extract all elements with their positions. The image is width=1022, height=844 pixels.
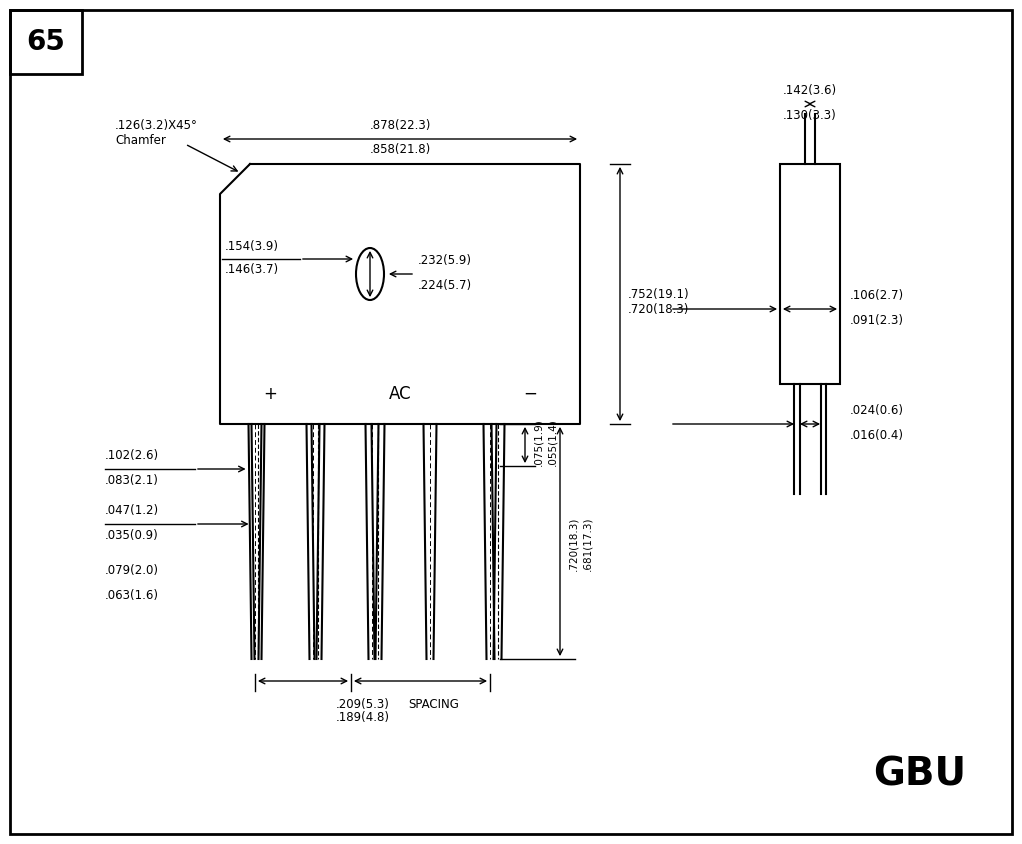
Text: SPACING: SPACING <box>408 698 459 711</box>
Text: .720(18.3): .720(18.3) <box>628 302 690 316</box>
Ellipse shape <box>356 248 384 300</box>
Text: .047(1.2): .047(1.2) <box>105 504 159 517</box>
Text: .209(5.3): .209(5.3) <box>336 698 390 711</box>
Text: .091(2.3): .091(2.3) <box>850 314 904 327</box>
Text: .083(2.1): .083(2.1) <box>105 474 158 487</box>
Text: .232(5.9): .232(5.9) <box>418 254 472 267</box>
Text: .126(3.2)X45°
Chamfer: .126(3.2)X45° Chamfer <box>115 119 198 147</box>
Text: .035(0.9): .035(0.9) <box>105 529 158 542</box>
Text: .075(1.9): .075(1.9) <box>533 418 543 466</box>
Text: .016(0.4): .016(0.4) <box>850 429 904 442</box>
Text: .154(3.9): .154(3.9) <box>225 240 279 253</box>
Text: −: − <box>523 385 537 403</box>
Text: .752(19.1): .752(19.1) <box>628 288 690 300</box>
Text: AC: AC <box>388 385 411 403</box>
Bar <box>780 164 840 384</box>
Text: GBU: GBU <box>874 755 967 793</box>
Text: .224(5.7): .224(5.7) <box>418 279 472 292</box>
Text: .189(4.8): .189(4.8) <box>336 711 390 724</box>
Text: .142(3.6): .142(3.6) <box>783 84 837 97</box>
Text: .858(21.8): .858(21.8) <box>369 143 430 156</box>
Text: .063(1.6): .063(1.6) <box>105 589 159 602</box>
Text: .079(2.0): .079(2.0) <box>105 564 159 577</box>
Text: +: + <box>263 385 277 403</box>
Text: .024(0.6): .024(0.6) <box>850 404 904 417</box>
Text: 65: 65 <box>27 28 65 56</box>
Bar <box>10 10 82 74</box>
Text: .055(1.4): .055(1.4) <box>547 418 557 466</box>
Text: .720(18.3): .720(18.3) <box>568 517 578 571</box>
Text: .878(22.3): .878(22.3) <box>369 119 430 132</box>
Text: .106(2.7): .106(2.7) <box>850 289 904 302</box>
Text: .146(3.7): .146(3.7) <box>225 263 279 276</box>
Text: .681(17.3): .681(17.3) <box>582 517 592 571</box>
Text: .130(3.3): .130(3.3) <box>783 109 837 122</box>
Text: .102(2.6): .102(2.6) <box>105 449 159 462</box>
